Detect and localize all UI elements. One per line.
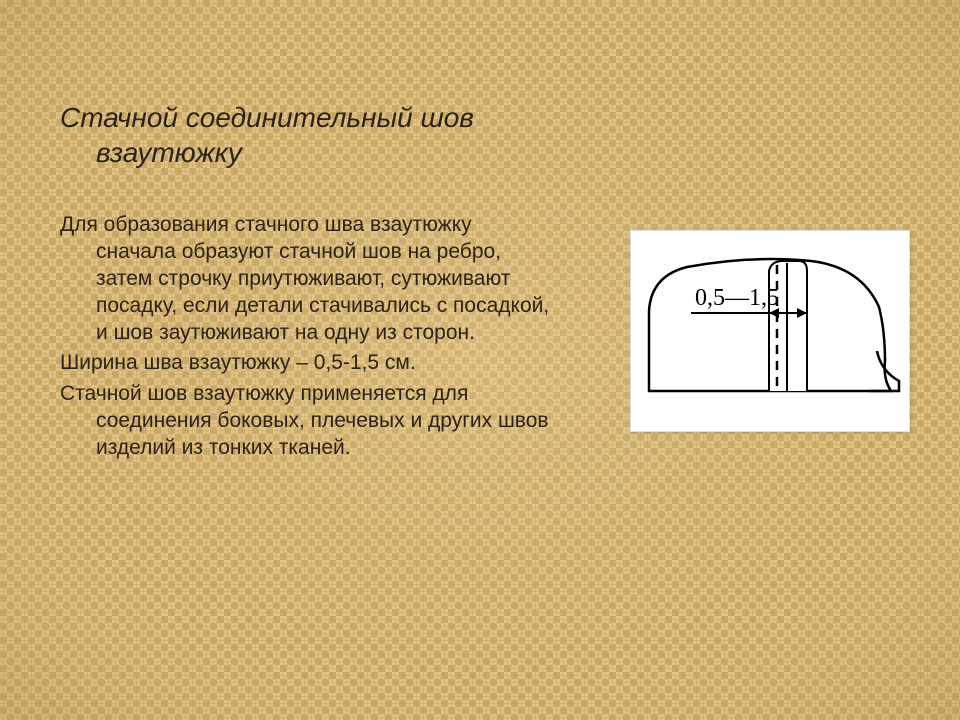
slide-title: Стачной соединительный шов взаутюжку: [96, 100, 550, 170]
paragraph-1: Для образования стачного шва взаутюжку с…: [60, 212, 550, 346]
text-column: Стачной соединительный шов взаутюжку Для…: [60, 100, 550, 680]
paragraph-2: Ширина шва взаутюжку – 0,5-1,5 см.: [60, 350, 550, 377]
dimension-label: 0,5—1,5: [695, 285, 779, 311]
slide-content: Стачной соединительный шов взаутюжку Для…: [0, 0, 960, 720]
seam-diagram: 0,5—1,5: [630, 230, 910, 432]
paragraph-3: Стачной шов взаутюжку применяется для со…: [60, 381, 550, 462]
diagram-column: 0,5—1,5: [550, 100, 920, 680]
